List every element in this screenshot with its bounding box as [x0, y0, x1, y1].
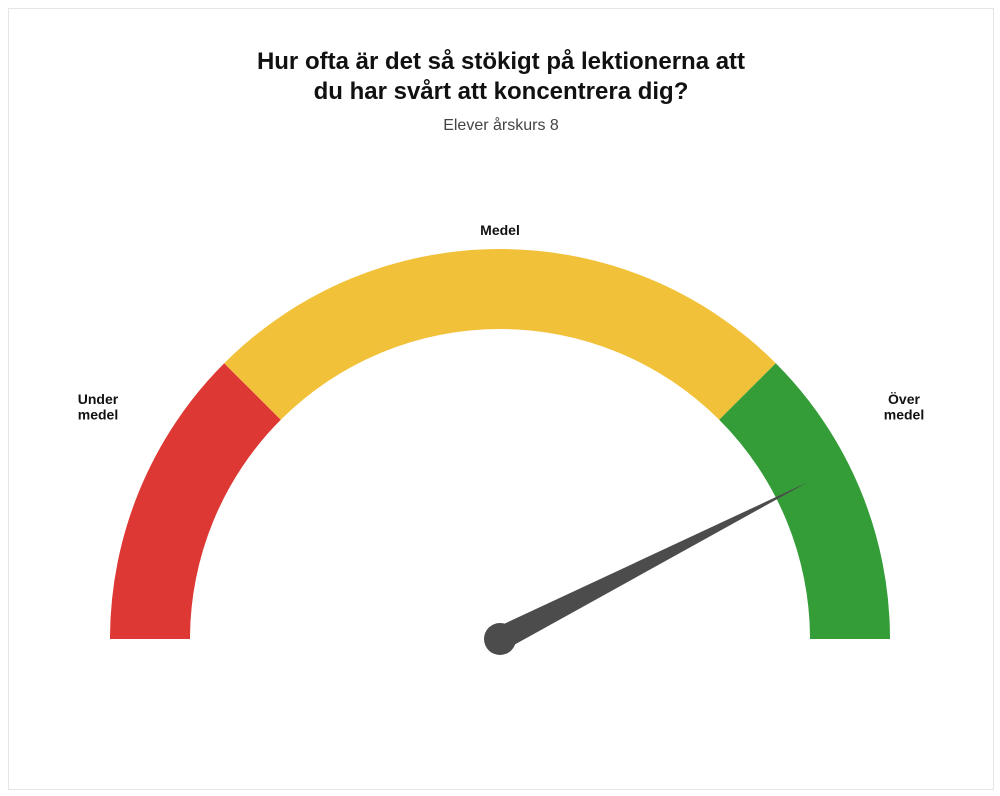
gauge-needle — [495, 482, 808, 649]
title-line-2: du har svårt att koncentrera dig? — [314, 78, 689, 105]
chart-title: Hur ofta är det så stökigt på lektionern… — [9, 47, 993, 107]
chart-subtitle: Elever årskurs 8 — [9, 117, 993, 135]
gauge-hub — [484, 623, 516, 655]
gauge-segment-2 — [719, 363, 890, 639]
gauge-label-0: Undermedel — [78, 391, 119, 422]
gauge-label-2: Övermedel — [884, 391, 924, 422]
title-line-1: Hur ofta är det så stökigt på lektionern… — [257, 48, 745, 75]
gauge-segment-0 — [110, 363, 281, 639]
gauge-segment-1 — [224, 249, 776, 420]
gauge-chart: Undermedel Medel Övermedel — [9, 159, 993, 789]
chart-card: Hur ofta är det så stökigt på lektionern… — [8, 8, 994, 790]
gauge-label-1: Medel — [480, 222, 520, 238]
